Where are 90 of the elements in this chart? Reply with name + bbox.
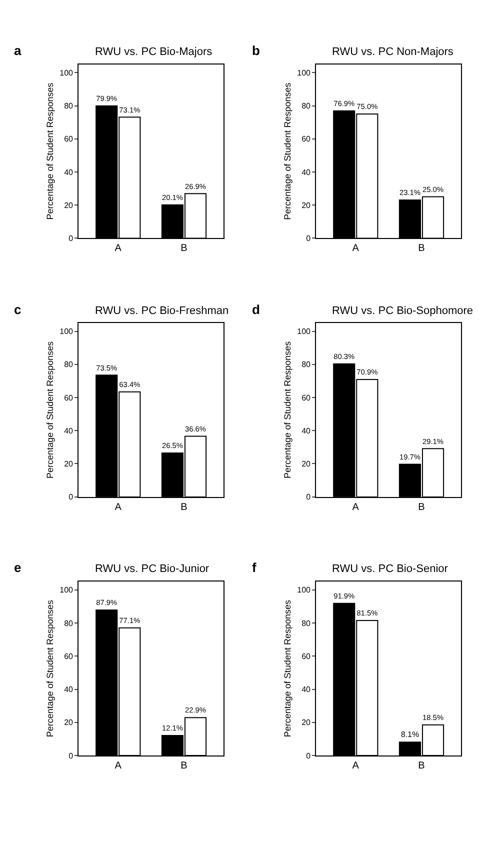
y-tick-label: 100 [297,327,312,336]
chart-title: RWU vs. PC Bio-Freshman [95,305,229,317]
y-tick-label: 100 [60,586,74,595]
x-tick-label: A [114,760,122,772]
x-tick-label: A [114,243,122,254]
y-tick-label: 40 [302,426,312,436]
data-label: 79.9% [96,94,118,104]
data-label: 20.1% [162,193,184,202]
y-tick-label: 40 [64,168,74,177]
data-label: 25.0% [422,184,444,194]
x-tick-label: A [352,502,360,513]
y-tick-label: 60 [302,134,312,144]
data-label: 12.1% [162,724,184,733]
data-label: 77.1% [119,616,141,625]
data-label: 91.9% [334,591,356,600]
y-tick-label: 0 [68,751,74,760]
y-tick-label: 0 [68,492,74,502]
x-tick-label: A [352,760,360,772]
x-tick-label: B [418,502,426,513]
x-tick-label: B [418,243,426,254]
y-tick-label: 80 [64,618,74,628]
chart-title: RWU vs. PC Bio-Majors [95,46,213,58]
y-tick-label: 60 [64,393,74,402]
y-tick-label: 20 [302,200,312,210]
y-tick-label: 0 [306,234,312,243]
y-axis-title: Percentage of Student Responses [282,340,293,478]
chart-title: RWU vs. PC Non-Majors [332,46,454,58]
y-tick-label: 0 [306,492,312,502]
chart-title: RWU vs. PC Bio-Senior [332,563,448,575]
y-axis-title: Percentage of Student Responses [45,82,56,220]
x-tick-label: B [418,760,426,772]
data-label: 80.3% [334,352,356,362]
data-label: 18.5% [422,712,444,722]
y-tick-label: 80 [302,360,312,370]
y-tick-label: 0 [306,751,312,760]
text: d [252,302,260,317]
chart-title: RWU vs. PC Bio-Sophomore [332,305,474,317]
y-tick-label: 60 [64,652,74,661]
text: c [14,302,22,317]
y-tick-label: 60 [64,134,74,144]
y-tick-label: 100 [297,586,312,595]
x-tick-label: A [114,502,122,513]
y-tick-label: 0 [68,234,74,243]
data-label: 70.9% [356,368,378,377]
y-tick-label: 40 [64,426,74,436]
x-tick-label: A [352,243,360,254]
data-label: 73.5% [96,363,118,372]
data-label: 29.1% [422,436,444,446]
y-axis-title: Percentage of Student Responses [45,600,56,738]
y-tick-label: 40 [302,168,312,177]
y-tick-label: 80 [302,102,312,111]
text: e [14,560,22,575]
data-label: 19.7% [399,452,421,462]
text: a [14,43,22,58]
y-tick-label: 80 [64,360,74,370]
y-tick-label: 100 [297,68,312,78]
chart-title: RWU vs. PC Bio-Junior [95,563,210,575]
y-tick-label: 20 [64,460,74,469]
data-label: 81.5% [356,608,378,618]
x-tick-label: B [180,243,188,254]
data-label: 76.9% [334,99,356,108]
data-label: 22.9% [185,706,206,715]
y-tick-label: 80 [64,102,74,111]
y-tick-label: 40 [64,685,74,694]
y-tick-label: 60 [302,652,312,661]
data-label: 26.5% [162,441,184,450]
data-label: 26.9% [185,182,206,191]
y-tick-label: 100 [60,68,74,78]
y-tick-label: 80 [302,618,312,628]
y-axis-title: Percentage of Student Responses [282,600,293,738]
y-axis-title: Percentage of Student Responses [282,82,293,220]
text: b [252,43,260,58]
data-label: 75.0% [356,102,378,112]
data-label: 36.6% [185,424,206,434]
data-label: 63.4% [119,380,141,390]
data-label: 73.1% [119,105,141,114]
x-tick-label: B [180,760,188,772]
x-tick-label: B [180,502,188,513]
y-tick-label: 100 [60,327,74,336]
y-tick-label: 20 [64,200,74,210]
y-tick-label: 40 [302,685,312,694]
data-label: 8.1% [400,730,420,740]
data-label: 87.9% [96,598,118,608]
y-tick-label: 20 [302,460,312,469]
y-tick-label: 20 [302,718,312,728]
y-axis-title: Percentage of Student Responses [45,340,56,478]
y-tick-label: 20 [64,718,74,728]
y-tick-label: 60 [302,393,312,402]
text: f [252,560,257,575]
data-label: 23.1% [399,188,421,198]
